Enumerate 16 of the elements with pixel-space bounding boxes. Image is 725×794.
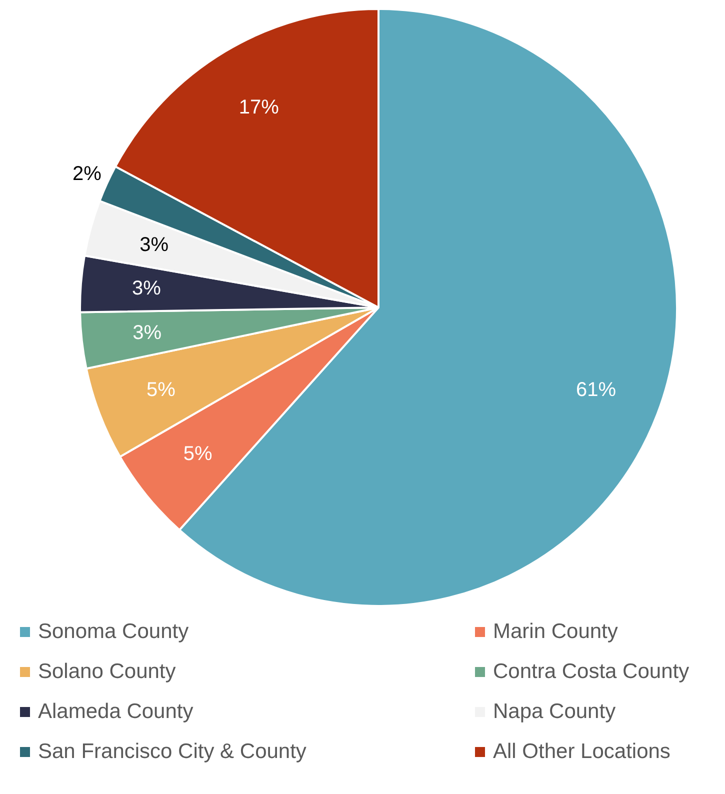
data-label: 3%: [132, 278, 162, 300]
legend-label: San Francisco City & County: [38, 740, 306, 764]
data-label: 3%: [132, 322, 162, 344]
data-label: 2%: [72, 162, 102, 185]
data-label: 17%: [238, 96, 280, 118]
data-label: 5%: [146, 379, 176, 402]
legend-label: Marin County: [493, 620, 618, 644]
data-label: 61%: [576, 379, 616, 402]
data-label: 5%: [183, 442, 212, 465]
legend-label: Contra Costa County: [493, 660, 690, 684]
legend-label: Solano County: [38, 660, 176, 684]
legend-label: Alameda County: [38, 700, 194, 724]
legend-label: Napa County: [493, 700, 616, 724]
legend-label: All Other Locations: [493, 740, 670, 764]
data-label: 3%: [140, 234, 169, 256]
legend-label: Sonoma County: [38, 620, 189, 644]
